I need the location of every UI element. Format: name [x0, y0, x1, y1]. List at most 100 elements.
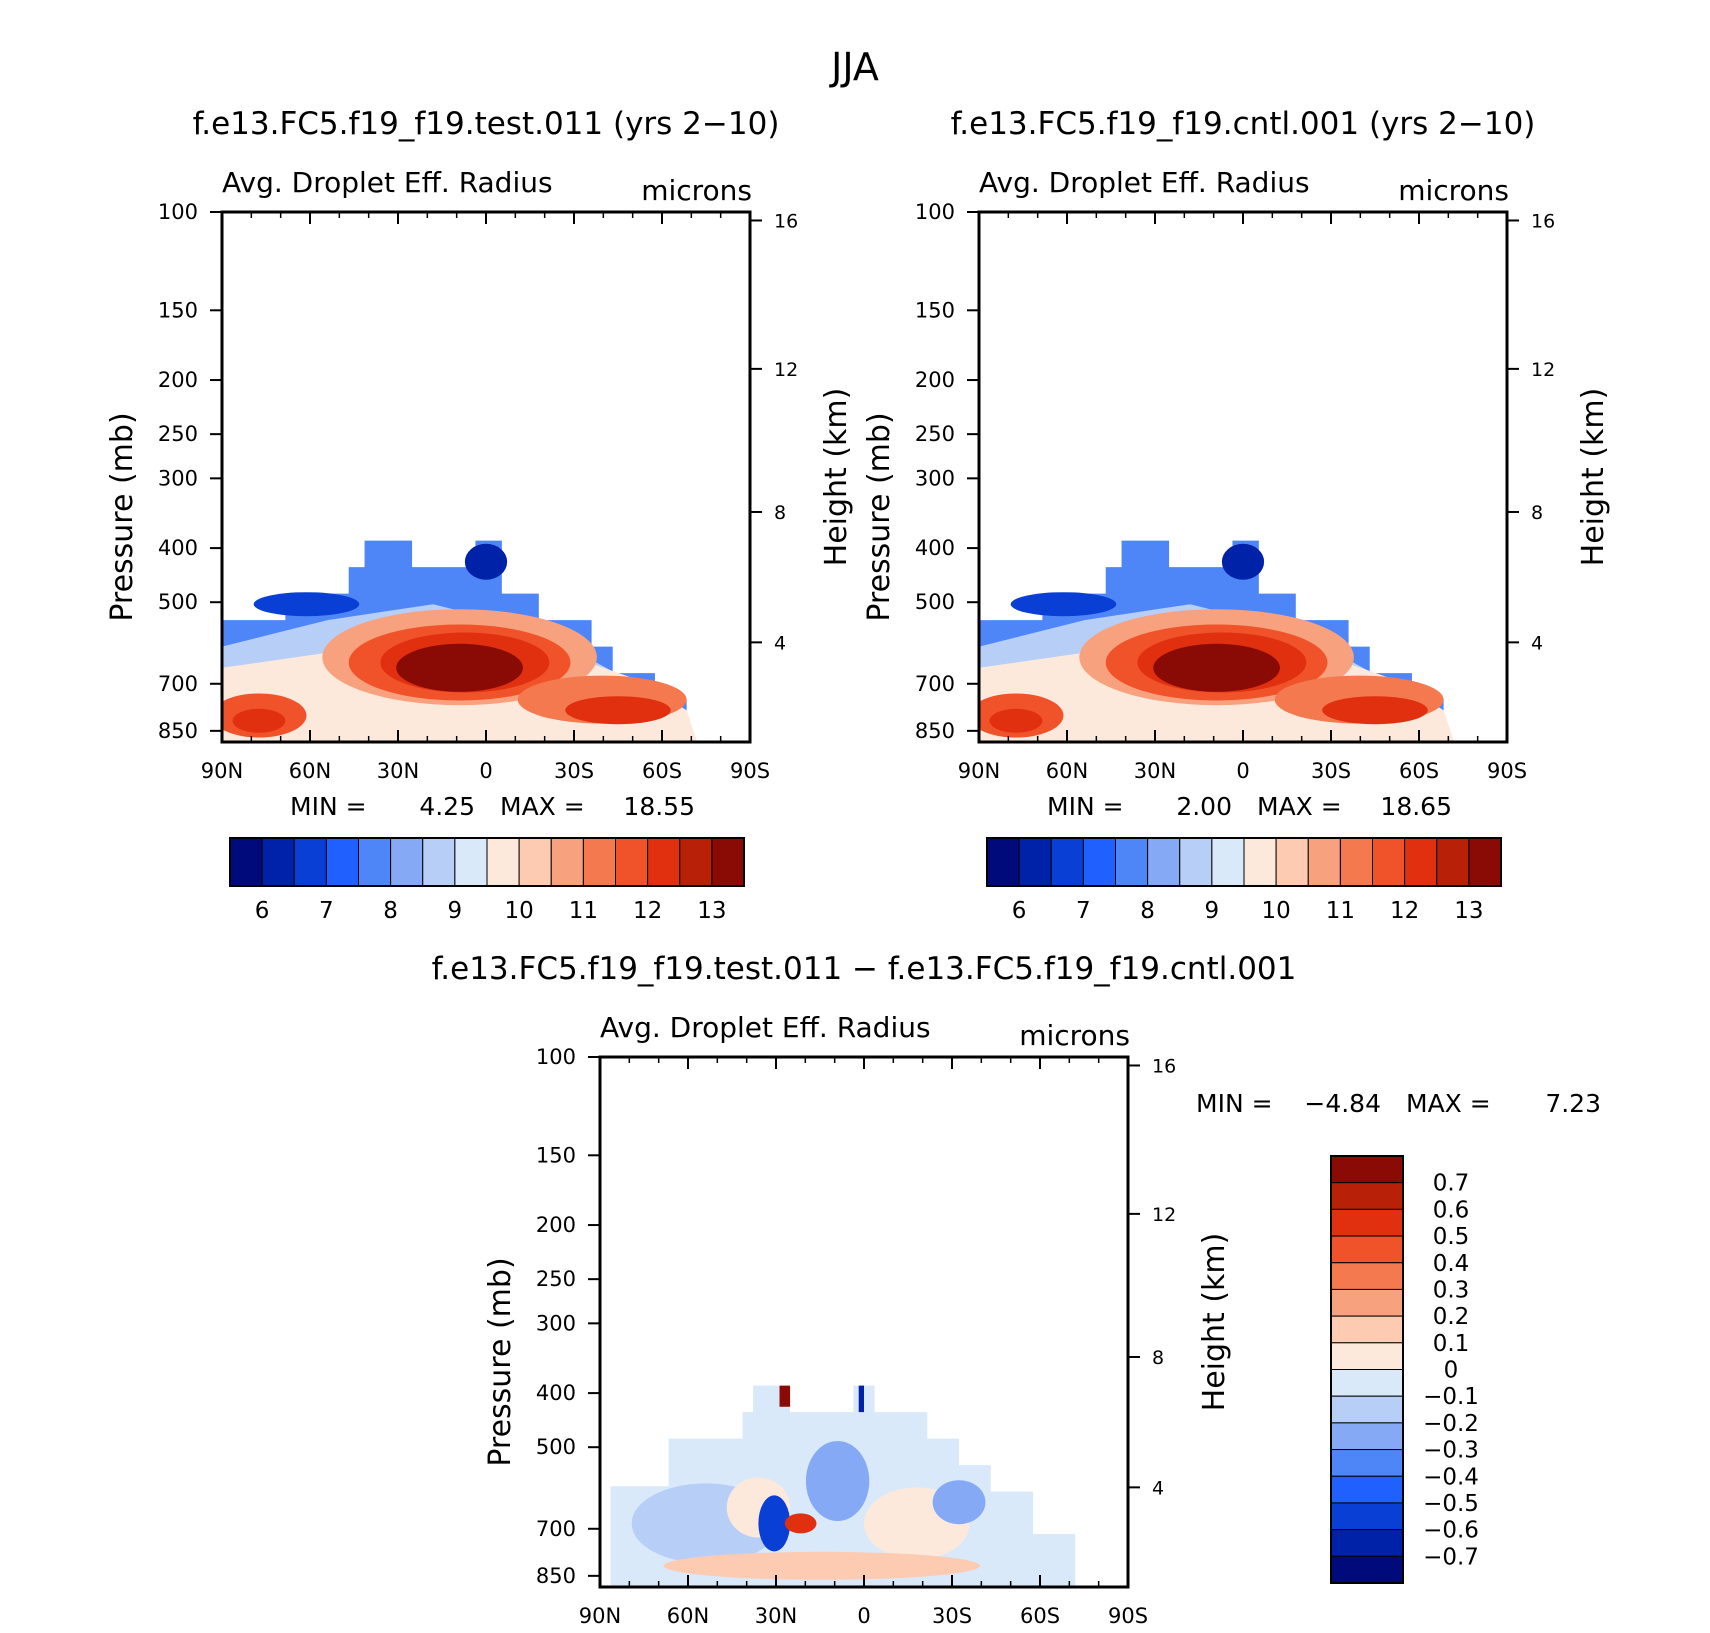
panel-title: f.e13.FC5.f19_f19.cntl.001 (yrs 2−10) — [951, 106, 1536, 142]
x-tick-label: 30S — [932, 1604, 972, 1628]
y-tick-label: 500 — [158, 590, 198, 614]
y-tick-label: 200 — [536, 1213, 576, 1237]
field-area — [979, 540, 1455, 742]
colorbar-swatch — [1147, 837, 1181, 887]
x-tick-label: 90S — [1108, 1604, 1148, 1628]
colorbar-swatch — [1404, 837, 1438, 887]
colorbar-swatch — [1330, 1475, 1404, 1504]
colorbar-swatch — [1372, 837, 1406, 887]
colorbar-swatch — [454, 837, 488, 887]
colorbar-label: 0.6 — [1433, 1197, 1470, 1223]
height-tick-label: 16 — [774, 210, 798, 232]
colorbar-swatch — [1330, 1555, 1404, 1584]
min-label: MIN = — [1047, 792, 1124, 821]
colorbar-label: 0.1 — [1433, 1331, 1470, 1357]
colorbar-swatch — [1330, 1315, 1404, 1344]
colorbar-swatch — [293, 837, 327, 887]
y-axis-title: Pressure (mb) — [862, 412, 897, 621]
max-label: MAX = — [1257, 792, 1342, 821]
colorbar-label: 0.3 — [1433, 1277, 1470, 1303]
colorbar-swatch — [422, 837, 456, 887]
colorbar-label: −0.5 — [1423, 1491, 1479, 1517]
anomaly-strong-red — [784, 1513, 817, 1534]
y-tick-label: 400 — [536, 1381, 576, 1405]
colorbar-swatch — [390, 837, 424, 887]
y-tick-label: 300 — [536, 1311, 576, 1335]
units-label: microns — [1019, 1019, 1130, 1052]
units-label: microns — [1398, 174, 1509, 207]
colorbar-label: 9 — [1205, 898, 1220, 924]
min-value: −4.84 — [1304, 1089, 1381, 1118]
colorbar-swatch — [486, 837, 520, 887]
x-tick-label: 60N — [667, 1604, 709, 1628]
colorbar-swatch — [1330, 1529, 1404, 1557]
cloud-core-4 — [1153, 643, 1280, 692]
max-value: 18.65 — [1380, 792, 1452, 821]
height-tick-label: 12 — [774, 359, 798, 381]
x-tick-label: 30N — [1134, 759, 1176, 783]
colorbar-label: 12 — [1390, 898, 1419, 924]
colorbar-swatch — [1243, 837, 1277, 887]
colorbar-label: 11 — [569, 898, 598, 924]
cloud-warm-2 — [232, 708, 286, 733]
cloud-dark-blue-1 — [253, 592, 360, 617]
colorbar-label: 12 — [633, 898, 662, 924]
colorbar-label: 10 — [1261, 898, 1290, 924]
y-tick-label: 400 — [158, 536, 198, 560]
colorbar-swatch — [1330, 1208, 1404, 1237]
cloud-dark-blue-2 — [1221, 543, 1265, 580]
y-tick-label: 700 — [536, 1517, 576, 1541]
y-tick-label: 150 — [915, 298, 955, 322]
height-tick-label: 8 — [1152, 1347, 1164, 1369]
cloud-south-2 — [565, 696, 671, 725]
colorbar-swatch — [1115, 837, 1149, 887]
colorbar-frame — [229, 837, 745, 887]
colorbar-label: 0.2 — [1433, 1304, 1470, 1330]
colorbar-swatch — [615, 837, 649, 887]
cloud-dark-blue-2 — [464, 543, 508, 580]
colorbar-swatch — [1179, 837, 1213, 887]
colorbar-swatch — [986, 837, 1020, 887]
variable-label: Avg. Droplet Eff. Radius — [600, 1011, 931, 1044]
height-tick-label: 12 — [1152, 1204, 1176, 1226]
height-tick-label: 4 — [1531, 632, 1543, 654]
anomaly-strong-blue — [758, 1495, 791, 1552]
colorbar-label: 0 — [1444, 1358, 1459, 1384]
y-tick-label: 850 — [915, 719, 955, 743]
colorbar-label: 0.7 — [1433, 1171, 1470, 1197]
y-tick-label: 100 — [536, 1045, 576, 1069]
x-tick-label: 60S — [1399, 759, 1439, 783]
y-tick-label: 500 — [915, 590, 955, 614]
colorbar-swatch — [1211, 837, 1245, 887]
colorbar-swatch — [1018, 837, 1052, 887]
panel-test: f.e13.FC5.f19_f19.test.011 (yrs 2−10) Avg… — [105, 106, 854, 924]
colorbar-swatch — [325, 837, 359, 887]
colorbar-swatch — [1330, 1395, 1404, 1424]
panel-difference: f.e13.FC5.f19_f19.test.011 − f.e13.FC5.f… — [432, 951, 1601, 1628]
colorbar-swatch — [1330, 1342, 1404, 1370]
colorbar-swatch — [1307, 837, 1341, 887]
x-tick-label: 90N — [958, 759, 1000, 783]
y-tick-label: 200 — [915, 368, 955, 392]
colorbar-swatch — [1330, 1155, 1404, 1184]
x-tick-label: 60N — [1046, 759, 1088, 783]
min-label: MIN = — [290, 792, 367, 821]
colorbar-swatch — [261, 837, 295, 887]
y-tick-label: 850 — [158, 719, 198, 743]
y-tick-label: 500 — [536, 1435, 576, 1459]
colorbar-swatch — [358, 837, 392, 887]
y-tick-label: 250 — [536, 1267, 576, 1291]
y-tick-label: 200 — [158, 368, 198, 392]
max-value: 7.23 — [1545, 1089, 1601, 1118]
colorbar-label: −0.3 — [1423, 1438, 1479, 1464]
right-axis-title: Height (km) — [1576, 388, 1611, 567]
x-tick-label: 30S — [1311, 759, 1351, 783]
colorbar-label: −0.1 — [1423, 1384, 1479, 1410]
colorbar-swatch — [647, 837, 681, 887]
height-tick-label: 8 — [774, 502, 786, 524]
max-value: 18.55 — [623, 792, 695, 821]
height-tick-label: 16 — [1152, 1055, 1176, 1077]
colorbar-label: 9 — [448, 898, 463, 924]
y-tick-label: 300 — [915, 466, 955, 490]
x-tick-label: 30N — [377, 759, 419, 783]
